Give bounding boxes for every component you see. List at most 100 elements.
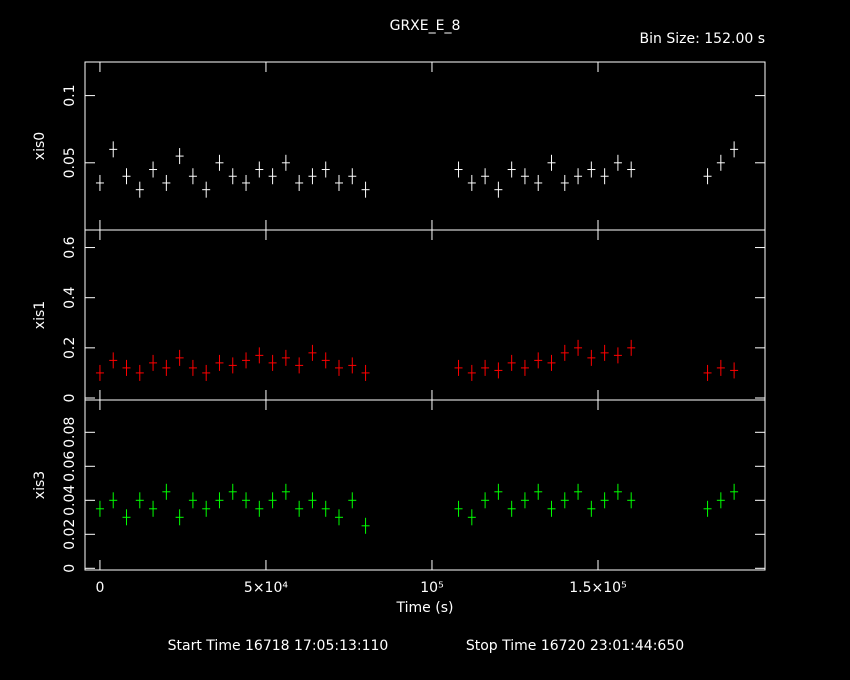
data-point [507, 161, 516, 178]
data-point [520, 168, 529, 185]
y-tick-label: 0 [62, 394, 78, 403]
data-point [534, 483, 543, 500]
data-point [534, 352, 543, 369]
y-axis-label: xis1 [32, 301, 48, 329]
data-point [361, 517, 370, 534]
data-point [95, 500, 104, 517]
data-point [716, 154, 725, 171]
data-point [716, 492, 725, 509]
data-point [162, 174, 171, 191]
data-point [560, 174, 569, 191]
data-point [494, 483, 503, 500]
data-point [295, 500, 304, 517]
subtitle: Bin Size: 152.00 s [640, 31, 765, 47]
data-point [454, 161, 463, 178]
data-point [467, 174, 476, 191]
data-point [109, 352, 118, 369]
data-point [188, 492, 197, 509]
data-point [348, 168, 357, 185]
y-tick-label: 0.6 [62, 236, 78, 258]
data-point [135, 364, 144, 381]
data-point [295, 174, 304, 191]
data-point [335, 509, 344, 526]
x-tick-label: 1.5×10⁵ [569, 580, 626, 596]
data-point [135, 492, 144, 509]
data-point [494, 181, 503, 198]
data-point [281, 349, 290, 366]
data-point [547, 154, 556, 171]
data-point [149, 500, 158, 517]
start-time: Start Time 16718 17:05:13:110 [168, 638, 389, 654]
data-point [242, 174, 251, 191]
data-point [255, 500, 264, 517]
data-point [268, 492, 277, 509]
y-tick-label: 0.2 [62, 337, 78, 359]
y-axis-label: xis0 [32, 132, 48, 160]
data-point [149, 354, 158, 371]
data-point [321, 500, 330, 517]
data-point [730, 362, 739, 379]
chart-title: GRXE_E_8 [390, 18, 461, 34]
data-point [122, 168, 131, 185]
data-point [587, 349, 596, 366]
data-point [520, 492, 529, 509]
data-point [348, 357, 357, 374]
data-point [215, 492, 224, 509]
data-point [242, 492, 251, 509]
data-point [228, 357, 237, 374]
data-point [716, 359, 725, 376]
data-point [587, 500, 596, 517]
data-point [348, 492, 357, 509]
plot-frame [84, 399, 766, 571]
data-point [149, 161, 158, 178]
x-tick-label: 5×10⁴ [244, 580, 288, 596]
x-axis-label: Time (s) [396, 600, 454, 616]
data-point [560, 492, 569, 509]
stop-time: Stop Time 16720 23:01:44:650 [466, 638, 684, 654]
y-tick-label: 0 [62, 564, 78, 573]
data-point [255, 347, 264, 364]
data-point [162, 483, 171, 500]
data-point [361, 181, 370, 198]
data-point [454, 500, 463, 517]
data-point [730, 483, 739, 500]
data-point [613, 154, 622, 171]
data-point [507, 354, 516, 371]
data-point [268, 354, 277, 371]
data-point [321, 161, 330, 178]
x-tick-label: 10⁵ [420, 580, 443, 596]
data-point [547, 500, 556, 517]
data-point [467, 509, 476, 526]
y-tick-label: 0.1 [62, 84, 78, 106]
data-point [600, 492, 609, 509]
data-point [703, 364, 712, 381]
data-point [109, 141, 118, 158]
data-point [574, 339, 583, 356]
data-point [175, 509, 184, 526]
y-tick-label: 0.06 [62, 451, 78, 482]
data-point [308, 492, 317, 509]
data-point [202, 500, 211, 517]
data-point [215, 354, 224, 371]
data-point [703, 500, 712, 517]
data-point [507, 500, 516, 517]
data-point [188, 359, 197, 376]
data-point [122, 359, 131, 376]
data-point [335, 359, 344, 376]
data-point [481, 168, 490, 185]
data-point [281, 483, 290, 500]
data-point [135, 181, 144, 198]
data-point [361, 364, 370, 381]
y-tick-label: 0.02 [62, 519, 78, 550]
data-point [627, 339, 636, 356]
data-point [242, 352, 251, 369]
data-point [574, 483, 583, 500]
data-point [520, 359, 529, 376]
y-tick-label: 0.04 [62, 485, 78, 516]
data-point [228, 168, 237, 185]
data-point [627, 492, 636, 509]
data-point [613, 483, 622, 500]
data-point [215, 154, 224, 171]
data-point [613, 347, 622, 364]
